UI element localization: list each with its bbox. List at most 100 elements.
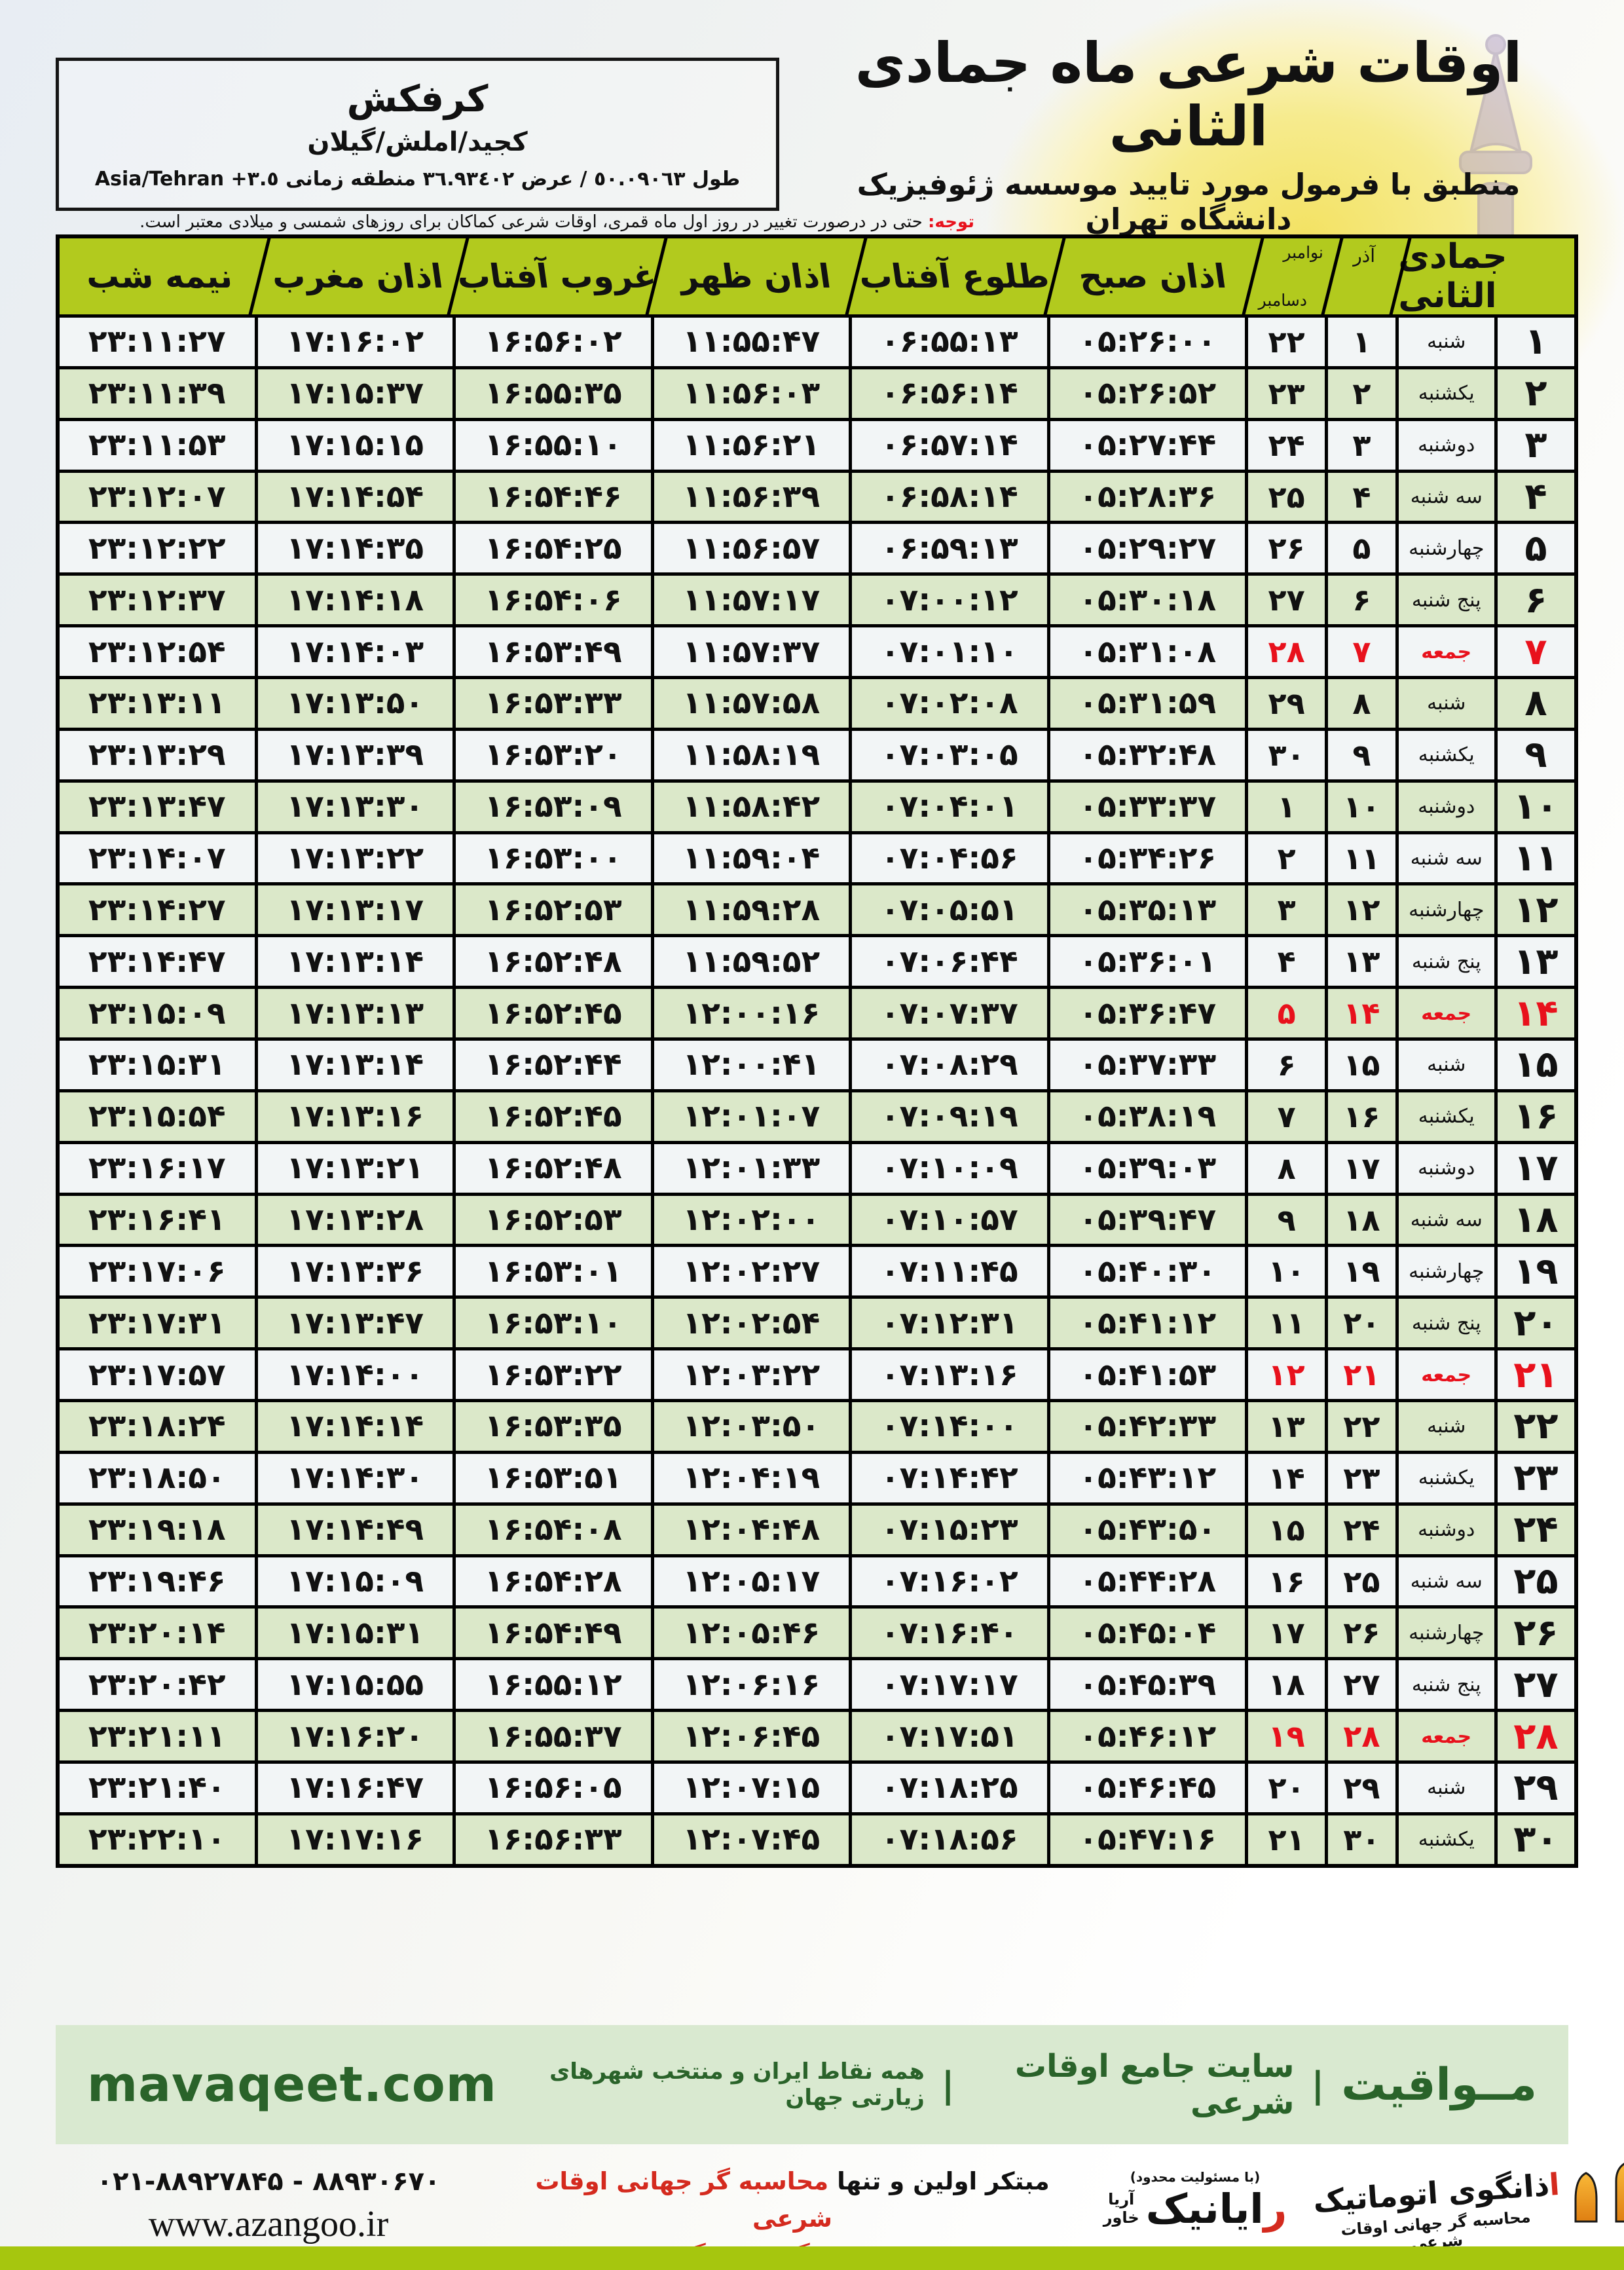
cell-nimeh: ۲۳:۱۹:۱۸ <box>60 1505 255 1554</box>
cell-tolu: ۰۷:۰۶:۴۴ <box>852 937 1047 986</box>
cell-nov: ۴ <box>1248 937 1325 986</box>
cell-day: ۷ <box>1497 627 1574 677</box>
cell-tolu: ۰۷:۱۴:۰۰ <box>852 1402 1047 1451</box>
cell-nimeh: ۲۳:۱۵:۵۴ <box>60 1092 255 1141</box>
cell-zohr: ۱۲:۰۷:۱۵ <box>654 1764 849 1812</box>
cell-day: ۱ <box>1497 318 1574 366</box>
cell-day: ۱۹ <box>1497 1247 1574 1296</box>
cell-maghreb: ۱۷:۱۳:۵۰ <box>257 679 453 728</box>
cell-weekday: چهارشنبه <box>1398 885 1494 935</box>
table-row-day-2: ۲۳:۱۱:۳۹ ۱۷:۱۵:۳۷ ۱۶:۵۵:۳۵ ۱۱:۵۶:۰۳ ۰۶:۵۶:۱۴… <box>60 369 1574 418</box>
cell-nimeh: ۲۳:۱۴:۴۷ <box>60 937 255 986</box>
header-maghrib-adhan: اذان مغرب <box>269 257 446 295</box>
cell-nimeh: ۲۳:۱۴:۲۷ <box>60 885 255 935</box>
cell-nov: ۲۲ <box>1248 318 1325 366</box>
cell-weekday: دوشنبه <box>1398 420 1494 470</box>
cell-tolu: ۰۷:۱۶:۴۰ <box>852 1609 1047 1658</box>
table-row-day-28: ۲۳:۲۱:۱۱ ۱۷:۱۶:۲۰ ۱۶:۵۵:۳۷ ۱۲:۰۶:۴۵ ۰۷:۱۷:۵۱… <box>60 1712 1574 1761</box>
cell-day: ۲۲ <box>1497 1402 1574 1451</box>
cell-nimeh: ۲۳:۱۲:۲۲ <box>60 524 255 573</box>
cell-weekday: دوشنبه <box>1398 1144 1494 1193</box>
cell-nov: ۸ <box>1248 1144 1325 1193</box>
cell-azar: ۶ <box>1328 576 1395 625</box>
cell-zohr: ۱۱:۵۸:۴۲ <box>654 782 849 831</box>
cell-zohr: ۱۲:۰۲:۰۰ <box>654 1195 849 1244</box>
cell-nov: ۲۹ <box>1248 679 1325 728</box>
notice-line: توجه: حتی در درصورت تغییر در روز اول ماه… <box>58 212 974 232</box>
table-row-day-26: ۲۳:۲۰:۱۴ ۱۷:۱۵:۳۱ ۱۶:۵۴:۴۹ ۱۲:۰۵:۴۶ ۰۷:۱۶:۴۰… <box>60 1609 1574 1658</box>
cell-sobh: ۰۵:۴۵:۰۴ <box>1050 1609 1246 1658</box>
cell-nimeh: ۲۳:۱۶:۱۷ <box>60 1144 255 1193</box>
cell-nov: ۳ <box>1248 885 1325 935</box>
header-month-jumada: جمادی الثانی <box>1398 238 1507 314</box>
cell-sobh: ۰۵:۴۴:۲۸ <box>1050 1557 1246 1606</box>
cell-azar: ۳۰ <box>1328 1815 1395 1864</box>
cell-zohr: ۱۲:۰۶:۱۶ <box>654 1660 849 1709</box>
cell-zohr: ۱۱:۵۹:۲۸ <box>654 885 849 935</box>
cell-tolu: ۰۷:۰۱:۱۰ <box>852 627 1047 677</box>
cell-zohr: ۱۲:۰۶:۴۵ <box>654 1712 849 1761</box>
cell-sobh: ۰۵:۳۲:۴۸ <box>1050 730 1246 779</box>
cell-sobh: ۰۵:۳۳:۳۷ <box>1050 782 1246 831</box>
cell-maghreb: ۱۷:۱۵:۳۷ <box>257 369 453 418</box>
cell-ghorub: ۱۶:۵۲:۴۵ <box>456 1092 651 1141</box>
cell-day: ۲۱ <box>1497 1350 1574 1400</box>
cell-tolu: ۰۷:۰۰:۱۲ <box>852 576 1047 625</box>
rayanik-logo: (با مسئولیت محدود) رایانیک آریا خاور <box>1084 2169 1306 2233</box>
cell-ghorub: ۱۶:۵۳:۳۵ <box>456 1402 651 1451</box>
cell-weekday: سه شنبه <box>1398 472 1494 521</box>
cell-azar: ۱۳ <box>1328 937 1395 986</box>
cell-ghorub: ۱۶:۵۴:۰۸ <box>456 1505 651 1554</box>
cell-nov: ۱۰ <box>1248 1247 1325 1296</box>
cell-tolu: ۰۷:۰۴:۰۱ <box>852 782 1047 831</box>
cell-nov: ۱۴ <box>1248 1453 1325 1502</box>
mavaqeet-url-link[interactable]: mavaqeet.com <box>87 2056 497 2113</box>
cell-day: ۵ <box>1497 524 1574 573</box>
cell-tolu: ۰۷:۰۲:۰۸ <box>852 679 1047 728</box>
rayanik-ltd-note: (با مسئولیت محدود) <box>1130 2169 1261 2185</box>
cell-ghorub: ۱۶:۵۲:۵۳ <box>456 885 651 935</box>
table-row-day-29: ۲۳:۲۱:۴۰ ۱۷:۱۶:۴۷ ۱۶:۵۶:۰۵ ۱۲:۰۷:۱۵ ۰۷:۱۸:۲۵… <box>60 1764 1574 1812</box>
cell-nov: ۱۱ <box>1248 1299 1325 1348</box>
cell-azar: ۱۰ <box>1328 782 1395 831</box>
bottom-green-strip <box>0 2246 1624 2270</box>
cell-day: ۲۳ <box>1497 1453 1574 1502</box>
cell-zohr: ۱۲:۰۵:۱۷ <box>654 1557 849 1606</box>
azangoo-website-link[interactable]: www.azangoo.ir <box>148 2204 389 2244</box>
cell-nimeh: ۲۳:۲۰:۴۲ <box>60 1660 255 1709</box>
cell-nov: ۱۹ <box>1248 1712 1325 1761</box>
cell-ghorub: ۱۶:۵۴:۲۵ <box>456 524 651 573</box>
header-midnight: نیمه شب <box>83 257 235 295</box>
cell-sobh: ۰۵:۳۱:۰۸ <box>1050 627 1246 677</box>
cell-zohr: ۱۱:۵۹:۵۲ <box>654 937 849 986</box>
cell-weekday: جمعه <box>1398 627 1494 677</box>
cell-tolu: ۰۶:۵۸:۱۴ <box>852 472 1047 521</box>
coords-timezone-part: Asia/Tehran +٣.٥ <box>94 168 279 191</box>
mavaqeet-bar: مــواقیت | سایت جامع اوقات شرعی | همه نق… <box>56 2025 1568 2144</box>
location-city: کرفکش <box>346 78 489 121</box>
cell-tolu: ۰۷:۰۴:۵۶ <box>852 834 1047 883</box>
cell-maghreb: ۱۷:۱۳:۱۷ <box>257 885 453 935</box>
table-row-day-14: ۲۳:۱۵:۰۹ ۱۷:۱۳:۱۳ ۱۶:۵۲:۴۵ ۱۲:۰۰:۱۶ ۰۷:۰۷:۳۷… <box>60 989 1574 1038</box>
cell-azar: ۱۶ <box>1328 1092 1395 1141</box>
cell-nimeh: ۲۳:۲۲:۱۰ <box>60 1815 255 1864</box>
cell-weekday: جمعه <box>1398 989 1494 1038</box>
table-row-day-6: ۲۳:۱۲:۳۷ ۱۷:۱۴:۱۸ ۱۶:۵۴:۰۶ ۱۱:۵۷:۱۷ ۰۷:۰۰:۱۲… <box>60 576 1574 625</box>
cell-day: ۱۱ <box>1497 834 1574 883</box>
cell-ghorub: ۱۶:۵۶:۰۲ <box>456 318 651 366</box>
table-row-day-19: ۲۳:۱۷:۰۶ ۱۷:۱۳:۳۶ ۱۶:۵۳:۰۱ ۱۲:۰۲:۲۷ ۰۷:۱۱:۴۵… <box>60 1247 1574 1296</box>
cell-ghorub: ۱۶:۵۵:۳۷ <box>456 1712 651 1761</box>
cell-tolu: ۰۷:۰۸:۲۹ <box>852 1041 1047 1089</box>
location-box: کرفکش کجید/املش/گیلان طول ٥٠.٠٩٠٦٣ / عرض… <box>56 58 779 211</box>
cell-azar: ۲۶ <box>1328 1609 1395 1658</box>
cell-day: ۴ <box>1497 472 1574 521</box>
cell-maghreb: ۱۷:۱۳:۱۳ <box>257 989 453 1038</box>
table-row-day-16: ۲۳:۱۵:۵۴ ۱۷:۱۳:۱۶ ۱۶:۵۲:۴۵ ۱۲:۰۱:۰۷ ۰۷:۰۹:۱۹… <box>60 1092 1574 1141</box>
cell-ghorub: ۱۶:۵۶:۰۵ <box>456 1764 651 1812</box>
azangoo-texts: اذانگوی اتوماتیک محاسبه گر جهانی اوقات ش… <box>1312 2166 1561 2252</box>
cell-sobh: ۰۵:۴۱:۱۲ <box>1050 1299 1246 1348</box>
cell-tolu: ۰۷:۰۳:۰۵ <box>852 730 1047 779</box>
cell-nov: ۱۲ <box>1248 1350 1325 1400</box>
cell-day: ۱۳ <box>1497 937 1574 986</box>
